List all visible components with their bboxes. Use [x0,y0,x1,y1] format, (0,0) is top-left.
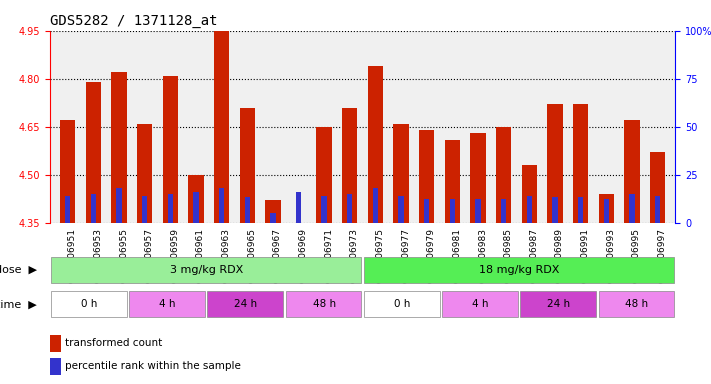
FancyBboxPatch shape [442,291,518,317]
Bar [163,76,178,223]
Text: dose  ▶: dose ▶ [0,265,37,275]
Bar [604,199,609,223]
FancyBboxPatch shape [208,291,283,317]
Bar [655,195,661,223]
Bar [599,194,614,223]
Bar [240,108,255,223]
Bar [265,200,281,223]
Text: time  ▶: time ▶ [0,299,37,310]
Text: 3 mg/kg RDX: 3 mg/kg RDX [169,265,243,275]
Bar [444,139,460,223]
Bar [398,195,404,223]
Text: 0 h: 0 h [81,299,97,310]
Bar [624,120,640,223]
Bar [522,165,537,223]
Bar [316,127,332,223]
FancyBboxPatch shape [364,257,674,283]
Bar [552,197,557,223]
Text: GDS5282 / 1371128_at: GDS5282 / 1371128_at [50,14,218,28]
Text: percentile rank within the sample: percentile rank within the sample [65,361,241,371]
Bar [85,82,101,223]
Bar [50,335,61,353]
Text: transformed count: transformed count [65,338,163,348]
Bar [629,194,634,223]
FancyBboxPatch shape [364,291,439,317]
Bar [347,194,353,223]
Bar [60,120,75,223]
Bar [342,108,358,223]
Text: 48 h: 48 h [626,299,648,310]
Bar [424,199,429,223]
Bar [188,175,203,223]
Bar [168,194,173,223]
Bar [368,66,383,223]
Bar [65,195,70,223]
FancyBboxPatch shape [51,291,127,317]
FancyBboxPatch shape [599,291,674,317]
Bar [527,195,532,223]
Bar [296,192,301,223]
FancyBboxPatch shape [286,291,361,317]
Bar [91,194,96,223]
Bar [501,199,506,223]
Bar [50,358,61,376]
FancyBboxPatch shape [51,257,361,283]
FancyBboxPatch shape [520,291,596,317]
Bar [142,195,147,223]
Bar [193,192,198,223]
Text: 48 h: 48 h [313,299,336,310]
Text: 4 h: 4 h [472,299,489,310]
Bar [393,124,409,223]
Bar [573,104,588,223]
Bar [219,187,224,223]
Text: 4 h: 4 h [159,299,176,310]
Bar [547,104,562,223]
Bar [476,199,481,223]
Bar [496,127,511,223]
FancyBboxPatch shape [129,291,205,317]
Bar [214,31,229,223]
Bar [291,223,306,245]
Bar [578,197,583,223]
Bar [245,197,250,223]
Text: 24 h: 24 h [235,299,257,310]
Text: 24 h: 24 h [547,299,570,310]
Bar [270,213,276,223]
Bar [117,187,122,223]
Bar [470,133,486,223]
Bar [419,130,434,223]
Text: 18 mg/kg RDX: 18 mg/kg RDX [479,265,560,275]
Bar [650,152,665,223]
Bar [449,199,455,223]
Bar [373,187,378,223]
Bar [112,72,127,223]
Bar [321,195,327,223]
Bar [137,124,152,223]
Text: 0 h: 0 h [394,299,410,310]
